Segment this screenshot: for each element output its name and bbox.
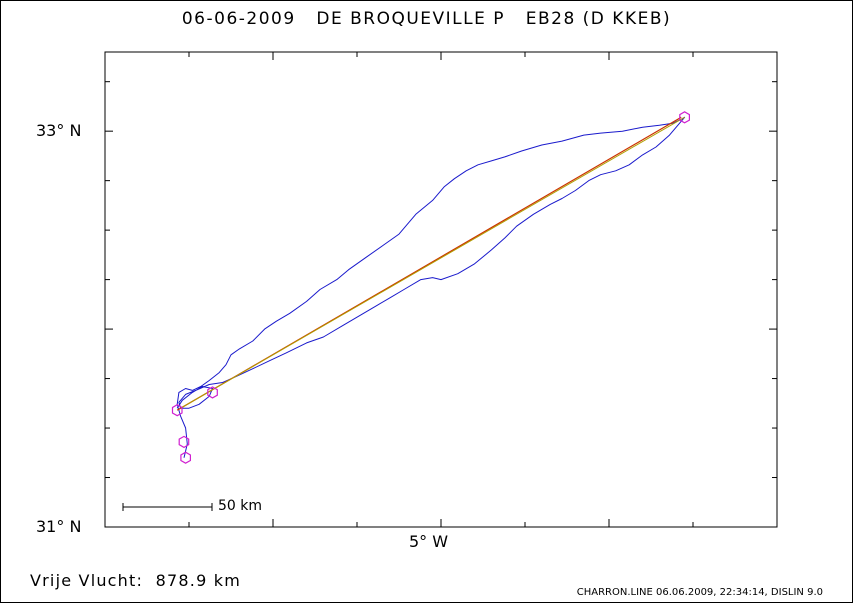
x-tick-label: 5° W xyxy=(409,532,449,551)
flight-summary: Vrije Vlucht: 878.9 km xyxy=(30,571,241,590)
gps-track-series xyxy=(176,116,686,458)
y-tick-label: 31° N xyxy=(36,517,82,536)
y-tick-label: 33° N xyxy=(36,121,82,141)
turnpoint-marker xyxy=(178,435,190,449)
turnpoint-marker xyxy=(207,386,218,399)
title-date: 06-06-2009 xyxy=(181,9,296,29)
turnpoint-marker xyxy=(180,451,191,464)
turnpoint-marker xyxy=(679,111,691,124)
title-glider: EB28 (D KKEB) xyxy=(525,9,672,29)
chart-title: 06-06-2009 DE BROQUEVILLE P EB28 (D KKEB… xyxy=(0,9,853,29)
title-pilot: DE BROQUEVILLE P xyxy=(316,9,506,29)
task-line-2-series xyxy=(180,116,685,409)
scale-bar-label: 50 km xyxy=(218,498,263,514)
summary-label: Vrije Vlucht: xyxy=(30,571,144,590)
summary-value: 878.9 km xyxy=(155,571,241,590)
software-credit: CHARRON.LINE 06.06.2009, 22:34:14, DISLI… xyxy=(576,587,823,598)
turnpoint-marker xyxy=(171,404,183,417)
plot-frame xyxy=(104,51,778,528)
